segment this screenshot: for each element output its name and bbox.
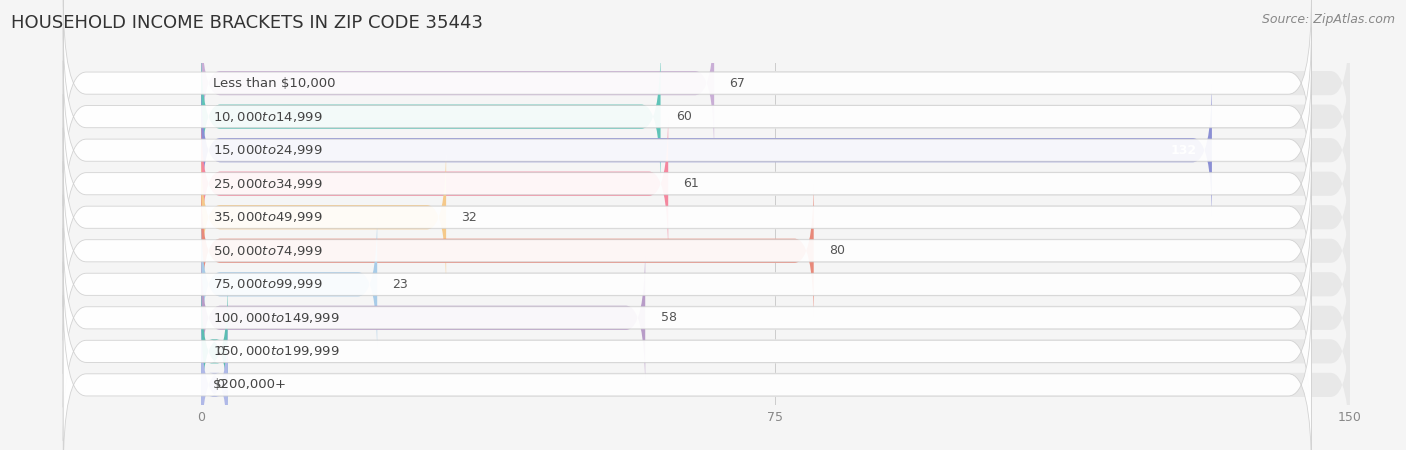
FancyBboxPatch shape <box>201 11 714 155</box>
Text: $10,000 to $14,999: $10,000 to $14,999 <box>212 110 323 124</box>
FancyBboxPatch shape <box>201 313 228 450</box>
FancyBboxPatch shape <box>63 128 1312 307</box>
FancyBboxPatch shape <box>201 11 1350 155</box>
Text: 61: 61 <box>683 177 699 190</box>
FancyBboxPatch shape <box>201 179 1350 323</box>
FancyBboxPatch shape <box>63 228 1312 407</box>
Text: 0: 0 <box>217 378 225 392</box>
FancyBboxPatch shape <box>201 313 1350 450</box>
Text: $150,000 to $199,999: $150,000 to $199,999 <box>212 344 339 358</box>
FancyBboxPatch shape <box>201 179 814 323</box>
Text: 58: 58 <box>661 311 676 324</box>
Text: Less than $10,000: Less than $10,000 <box>212 76 336 90</box>
Text: $25,000 to $34,999: $25,000 to $34,999 <box>212 177 323 191</box>
Text: $200,000+: $200,000+ <box>212 378 287 392</box>
Text: 23: 23 <box>392 278 408 291</box>
FancyBboxPatch shape <box>63 195 1312 374</box>
Text: 67: 67 <box>730 76 745 90</box>
FancyBboxPatch shape <box>63 0 1312 173</box>
FancyBboxPatch shape <box>201 45 661 189</box>
Text: $35,000 to $49,999: $35,000 to $49,999 <box>212 210 323 224</box>
FancyBboxPatch shape <box>201 78 1212 222</box>
FancyBboxPatch shape <box>201 112 1350 256</box>
Text: HOUSEHOLD INCOME BRACKETS IN ZIP CODE 35443: HOUSEHOLD INCOME BRACKETS IN ZIP CODE 35… <box>11 14 484 32</box>
FancyBboxPatch shape <box>63 27 1312 206</box>
Text: $100,000 to $149,999: $100,000 to $149,999 <box>212 311 339 325</box>
Text: 32: 32 <box>461 211 477 224</box>
FancyBboxPatch shape <box>63 161 1312 340</box>
FancyBboxPatch shape <box>201 78 1350 222</box>
FancyBboxPatch shape <box>201 279 1350 423</box>
FancyBboxPatch shape <box>201 212 1350 356</box>
Text: Source: ZipAtlas.com: Source: ZipAtlas.com <box>1261 14 1395 27</box>
FancyBboxPatch shape <box>201 212 377 356</box>
FancyBboxPatch shape <box>201 112 668 256</box>
Text: 60: 60 <box>676 110 692 123</box>
Text: 0: 0 <box>217 345 225 358</box>
Text: $50,000 to $74,999: $50,000 to $74,999 <box>212 244 323 258</box>
FancyBboxPatch shape <box>63 295 1312 450</box>
FancyBboxPatch shape <box>201 145 446 289</box>
Text: $15,000 to $24,999: $15,000 to $24,999 <box>212 143 323 157</box>
Text: 80: 80 <box>830 244 845 257</box>
FancyBboxPatch shape <box>201 145 1350 289</box>
FancyBboxPatch shape <box>201 246 1350 390</box>
FancyBboxPatch shape <box>63 94 1312 273</box>
FancyBboxPatch shape <box>63 61 1312 240</box>
FancyBboxPatch shape <box>63 262 1312 441</box>
FancyBboxPatch shape <box>201 246 645 390</box>
FancyBboxPatch shape <box>201 45 1350 189</box>
Text: 132: 132 <box>1170 144 1197 157</box>
Text: $75,000 to $99,999: $75,000 to $99,999 <box>212 277 323 291</box>
FancyBboxPatch shape <box>201 279 228 423</box>
